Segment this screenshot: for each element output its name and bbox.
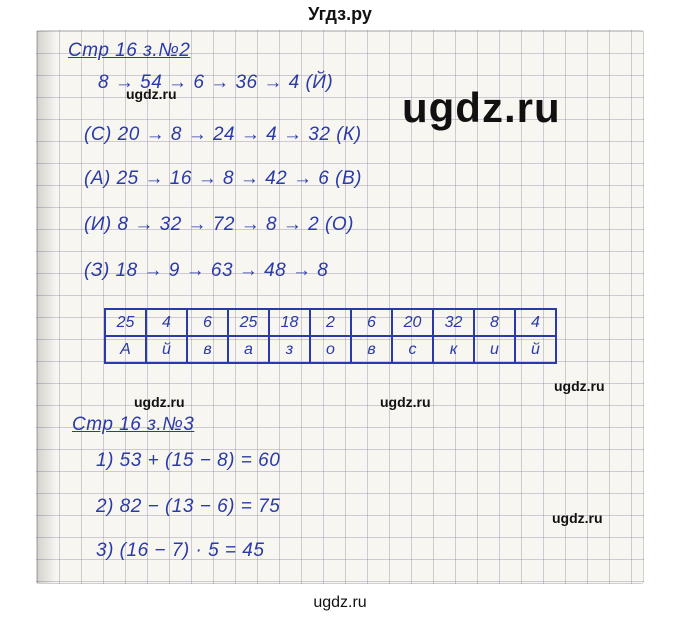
table-cell: в <box>351 336 392 363</box>
table-cell: й <box>146 336 187 363</box>
table-cell: к <box>433 336 474 363</box>
table-cell: 4 <box>515 309 556 336</box>
page-header-2: Стр 16 з.№3 <box>72 414 194 436</box>
table-cell: 32 <box>433 309 474 336</box>
table-cell: з <box>269 336 310 363</box>
work-line: (С) 20 → 8 → 24 → 4 → 32 (К) <box>84 124 362 146</box>
calc-line: 2) 82 − (13 − 6) = 75 <box>96 496 280 518</box>
answer-table: 25 4 6 25 18 2 6 20 32 8 4 А й в а з о в… <box>104 308 557 364</box>
table-cell: 2 <box>310 309 351 336</box>
table-cell: 6 <box>187 309 228 336</box>
table-cell: 4 <box>146 309 187 336</box>
table-cell: и <box>474 336 515 363</box>
table-cell: а <box>228 336 269 363</box>
site-title: Угдз.ру <box>0 4 680 25</box>
table-cell: с <box>392 336 433 363</box>
table-cell: 25 <box>105 309 146 336</box>
work-line: (А) 25 → 16 → 8 → 42 → 6 (В) <box>84 168 362 190</box>
table-cell: 8 <box>474 309 515 336</box>
table-cell: о <box>310 336 351 363</box>
table-row: 25 4 6 25 18 2 6 20 32 8 4 <box>105 309 556 336</box>
table-cell: 18 <box>269 309 310 336</box>
site-url-footer: ugdz.ru <box>0 594 680 612</box>
table-cell: 25 <box>228 309 269 336</box>
table-cell: в <box>187 336 228 363</box>
work-line: 8 → 54 → 6 → 36 → 4 (Й) <box>98 72 333 94</box>
page-header-1: Стр 16 з.№2 <box>68 40 190 62</box>
table-cell: й <box>515 336 556 363</box>
table-cell: 6 <box>351 309 392 336</box>
table-row: А й в а з о в с к и й <box>105 336 556 363</box>
work-line: (И) 8 → 32 → 72 → 8 → 2 (О) <box>84 214 354 236</box>
work-line: (З) 18 → 9 → 63 → 48 → 8 <box>84 260 328 282</box>
table-cell: 20 <box>392 309 433 336</box>
calc-line: 3) (16 − 7) · 5 = 45 <box>96 540 264 562</box>
calc-line: 1) 53 + (15 − 8) = 60 <box>96 450 280 472</box>
table-cell: А <box>105 336 146 363</box>
